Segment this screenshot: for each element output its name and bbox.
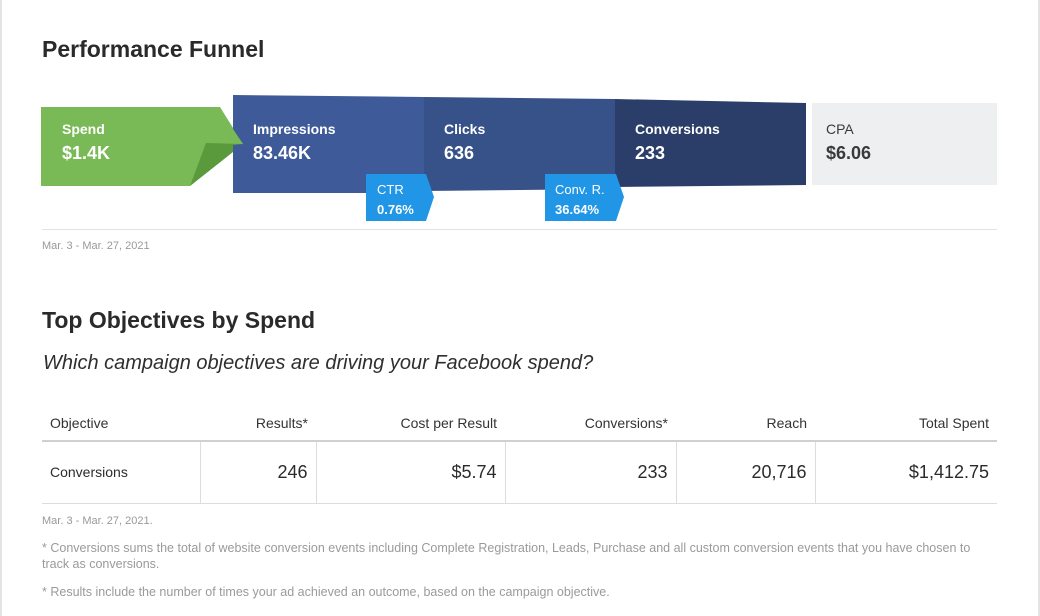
objectives-date-range: Mar. 3 - Mar. 27, 2021. — [42, 515, 153, 527]
conv-rate-label: Conv. R. — [555, 182, 605, 197]
funnel-step-conversions: Conversions 233 — [635, 121, 720, 164]
clicks-value: 636 — [444, 143, 475, 163]
impressions-label: Impressions — [253, 121, 336, 137]
funnel-date-range: Mar. 3 - Mar. 27, 2021 — [42, 240, 150, 252]
spend-value: $1.4K — [62, 143, 111, 163]
cell-total-spent: $1,412.75 — [814, 441, 997, 504]
conversions-value: 233 — [635, 143, 666, 163]
col-header-conversions: Conversions* — [505, 405, 676, 442]
conv-rate-badge — [545, 174, 624, 221]
cell-results: 246 — [199, 441, 316, 504]
funnel-step-spend: Spend $1.4K — [62, 121, 110, 164]
performance-funnel — [41, 95, 997, 221]
window-border-right — [1038, 0, 1040, 616]
ctr-rate: CTR 0.76% — [377, 182, 414, 217]
col-header-objective: Objective — [42, 405, 200, 442]
funnel-clicks-shape — [424, 97, 615, 191]
window-border-left — [0, 0, 2, 616]
ctr-value: 0.76% — [377, 202, 414, 217]
objectives-question: Which campaign objectives are driving yo… — [43, 352, 594, 374]
cell-cost-per-result: $5.74 — [315, 441, 505, 504]
footnote-conversions: * Conversions sums the total of website … — [42, 541, 971, 571]
top-objectives-title: Top Objectives by Spend — [42, 307, 316, 333]
funnel-spend-fold — [190, 143, 243, 186]
cell-objective: Conversions — [42, 441, 200, 504]
cpa-value: $6.06 — [826, 143, 872, 163]
conv-rate: Conv. R. 36.64% — [555, 182, 605, 217]
table-header-row: Objective Results* Cost per Result Conve… — [42, 405, 997, 442]
col-header-reach: Reach — [676, 405, 815, 442]
funnel-step-impressions: Impressions 83.46K — [253, 121, 335, 164]
col-header-total-spent: Total Spent — [815, 405, 997, 442]
col-header-results: Results* — [200, 405, 316, 442]
conv-rate-value: 36.64% — [555, 202, 600, 217]
objectives-table: Objective Results* Cost per Result Conve… — [42, 405, 997, 504]
impressions-value: 83.46K — [253, 143, 312, 163]
cell-conversions: 233 — [504, 441, 676, 504]
performance-funnel-title: Performance Funnel — [42, 36, 265, 62]
funnel-cpa-box — [812, 103, 997, 185]
ctr-label: CTR — [377, 182, 404, 197]
funnel-divider — [42, 229, 997, 230]
cpa-label: CPA — [826, 121, 854, 137]
col-header-cost-per-result: Cost per Result — [316, 405, 505, 442]
funnel-step-cpa: CPA $6.06 — [826, 121, 871, 164]
cell-reach: 20,716 — [675, 441, 815, 504]
table-row: Conversions 246 $5.74 233 20,716 $1,412.… — [42, 441, 997, 504]
funnel-step-clicks: Clicks 636 — [444, 121, 485, 164]
conversions-label: Conversions — [635, 121, 720, 137]
clicks-label: Clicks — [444, 121, 486, 137]
spend-label: Spend — [62, 121, 105, 137]
funnel-conversions-shape — [615, 99, 806, 187]
funnel-impressions-shape — [233, 95, 424, 193]
footnote-results: * Results include the number of times yo… — [42, 585, 610, 599]
ctr-badge — [366, 174, 434, 221]
funnel-spend-shape — [41, 107, 243, 186]
